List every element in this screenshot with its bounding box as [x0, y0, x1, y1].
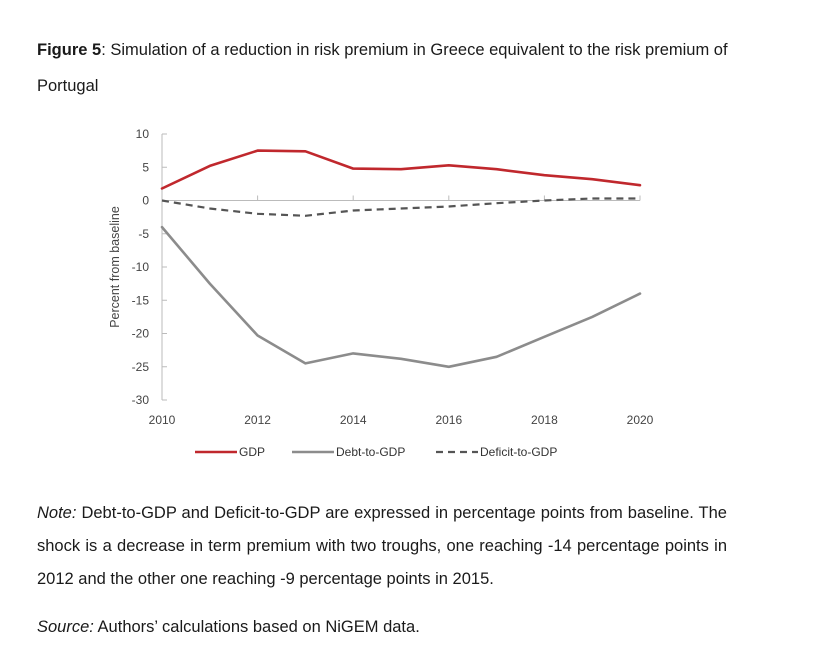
figure-title: : Simulation of a reduction in risk prem…	[37, 41, 728, 95]
x-tick-label: 2020	[627, 413, 654, 427]
y-tick-label: 0	[142, 194, 149, 208]
chart-axes: 10 5 0 -5 -10 -15 -20 -25 -30 2010 2012 2014 2016 201…	[108, 127, 654, 427]
source-text: Authors’ calculations based on NiGEM dat…	[93, 618, 420, 636]
legend-label: Deficit-to-GDP	[480, 445, 557, 459]
y-tick-label: -20	[132, 327, 150, 341]
y-tick-label: -10	[132, 260, 150, 274]
figure-note: Note: Debt-to-GDP and Deficit-to-GDP are…	[37, 497, 727, 596]
figure-source: Source: Authors’ calculations based on N…	[37, 615, 420, 639]
x-tick-label: 2014	[340, 413, 367, 427]
y-tick-label: -30	[132, 393, 150, 407]
series-line-debt-to-gdp	[160, 225, 642, 369]
x-tick-label: 2016	[435, 413, 462, 427]
legend-label: Debt-to-GDP	[336, 445, 405, 459]
x-tick-label: 2010	[149, 413, 176, 427]
note-text: Debt-to-GDP and Deficit-to-GDP are expre…	[37, 504, 727, 588]
y-tick-label: 10	[136, 127, 150, 141]
series-line-gdp	[160, 149, 642, 190]
y-tick-label: -15	[132, 293, 150, 307]
figure-caption: Figure 5: Simulation of a reduction in r…	[37, 32, 777, 104]
x-tick-label: 2012	[244, 413, 271, 427]
x-tick-label: 2018	[531, 413, 558, 427]
source-label: Source:	[37, 618, 94, 636]
y-tick-label: -25	[132, 360, 150, 374]
figure-label: Figure 5	[37, 41, 102, 59]
y-tick-label: 5	[142, 160, 149, 174]
note-label: Note:	[37, 504, 77, 522]
legend-label: GDP	[239, 445, 265, 459]
series-line-deficit-to-gdp	[161, 197, 640, 217]
chart-plot-area	[160, 149, 642, 369]
y-tick-label: -5	[138, 227, 149, 241]
chart-legend: GDP Debt-to-GDP Deficit-to-GDP	[195, 445, 557, 459]
y-axis-title: Percent from baseline	[108, 206, 122, 328]
